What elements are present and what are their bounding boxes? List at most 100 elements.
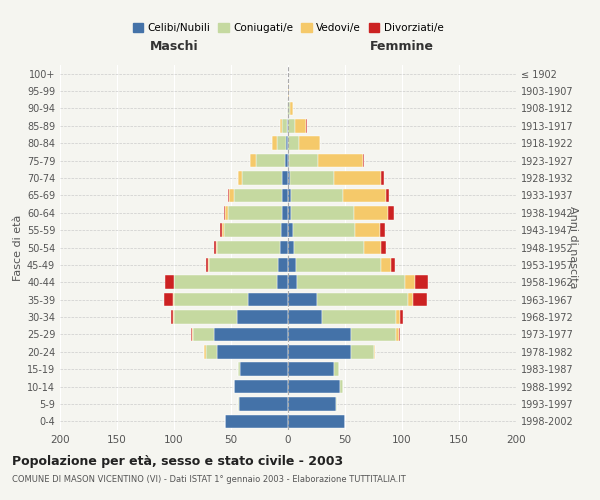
Bar bbox=[242, 171, 283, 185]
Bar bbox=[173, 293, 174, 306]
Bar bbox=[216, 240, 217, 254]
Bar bbox=[288, 154, 289, 168]
Bar bbox=[306, 119, 307, 132]
Bar bbox=[322, 310, 397, 324]
Bar bbox=[214, 240, 216, 254]
Bar bbox=[290, 171, 334, 185]
Bar bbox=[173, 310, 174, 324]
Bar bbox=[380, 224, 385, 237]
Bar bbox=[288, 414, 345, 428]
Bar bbox=[382, 171, 384, 185]
Bar bbox=[336, 397, 337, 410]
Bar bbox=[397, 310, 400, 324]
Bar bbox=[382, 240, 386, 254]
Bar bbox=[217, 240, 280, 254]
Text: Femmine: Femmine bbox=[370, 40, 434, 53]
Bar bbox=[295, 119, 306, 132]
Bar bbox=[283, 206, 288, 220]
Bar bbox=[288, 276, 297, 289]
Bar bbox=[286, 136, 288, 150]
Bar bbox=[290, 102, 293, 115]
Bar bbox=[283, 171, 288, 185]
Bar bbox=[256, 154, 284, 168]
Bar bbox=[355, 224, 380, 237]
Bar bbox=[174, 276, 277, 289]
Bar bbox=[287, 102, 288, 115]
Bar bbox=[277, 276, 288, 289]
Bar bbox=[408, 293, 413, 306]
Text: Popolazione per età, sesso e stato civile - 2003: Popolazione per età, sesso e stato civil… bbox=[12, 455, 343, 468]
Bar bbox=[192, 328, 193, 341]
Bar bbox=[288, 224, 293, 237]
Bar bbox=[288, 328, 350, 341]
Bar bbox=[164, 293, 173, 306]
Bar bbox=[227, 206, 283, 220]
Bar bbox=[363, 154, 364, 168]
Bar bbox=[317, 154, 363, 168]
Bar bbox=[222, 224, 224, 237]
Bar bbox=[406, 276, 415, 289]
Bar bbox=[292, 206, 354, 220]
Bar bbox=[288, 102, 290, 115]
Bar bbox=[283, 188, 288, 202]
Text: COMUNE DI MASON VICENTINO (VI) - Dati ISTAT 1° gennaio 2003 - Elaborazione TUTTI: COMUNE DI MASON VICENTINO (VI) - Dati IS… bbox=[12, 475, 406, 484]
Y-axis label: Anni di nascita: Anni di nascita bbox=[568, 206, 578, 289]
Bar bbox=[299, 136, 320, 150]
Bar bbox=[350, 328, 397, 341]
Bar bbox=[382, 258, 391, 272]
Bar bbox=[224, 206, 226, 220]
Bar bbox=[235, 380, 288, 394]
Bar bbox=[288, 188, 292, 202]
Bar bbox=[388, 206, 394, 220]
Bar bbox=[284, 154, 288, 168]
Bar bbox=[238, 397, 239, 410]
Bar bbox=[317, 293, 408, 306]
Bar bbox=[191, 328, 192, 341]
Bar bbox=[288, 136, 299, 150]
Bar bbox=[287, 119, 288, 132]
Bar bbox=[281, 224, 288, 237]
Bar bbox=[227, 188, 229, 202]
Bar bbox=[170, 310, 173, 324]
Bar bbox=[288, 293, 317, 306]
Bar bbox=[293, 224, 355, 237]
Bar bbox=[220, 224, 222, 237]
Bar bbox=[288, 345, 350, 358]
Text: Maschi: Maschi bbox=[149, 40, 199, 53]
Bar bbox=[206, 345, 217, 358]
Bar bbox=[174, 310, 236, 324]
Bar bbox=[214, 328, 288, 341]
Bar bbox=[208, 258, 209, 272]
Bar bbox=[193, 328, 214, 341]
Bar bbox=[350, 345, 373, 358]
Bar bbox=[292, 188, 343, 202]
Bar bbox=[277, 136, 286, 150]
Bar bbox=[240, 362, 288, 376]
Bar bbox=[235, 188, 283, 202]
Bar bbox=[398, 328, 400, 341]
Bar bbox=[283, 119, 287, 132]
Bar bbox=[334, 362, 340, 376]
Bar bbox=[288, 84, 289, 98]
Bar bbox=[226, 206, 227, 220]
Bar bbox=[238, 362, 240, 376]
Bar bbox=[250, 154, 256, 168]
Bar bbox=[288, 397, 336, 410]
Bar bbox=[354, 206, 388, 220]
Bar bbox=[203, 345, 206, 358]
Bar bbox=[343, 188, 386, 202]
Bar bbox=[217, 345, 288, 358]
Bar bbox=[224, 224, 281, 237]
Bar bbox=[280, 240, 288, 254]
Bar bbox=[386, 188, 389, 202]
Bar bbox=[174, 293, 248, 306]
Legend: Celibi/Nubili, Coniugati/e, Vedovi/e, Divorziati/e: Celibi/Nubili, Coniugati/e, Vedovi/e, Di… bbox=[128, 19, 448, 38]
Bar bbox=[400, 310, 403, 324]
Bar bbox=[165, 276, 174, 289]
Bar bbox=[413, 293, 427, 306]
Bar bbox=[209, 258, 278, 272]
Bar bbox=[248, 293, 288, 306]
Bar bbox=[288, 206, 292, 220]
Bar bbox=[297, 276, 406, 289]
Bar bbox=[288, 171, 290, 185]
